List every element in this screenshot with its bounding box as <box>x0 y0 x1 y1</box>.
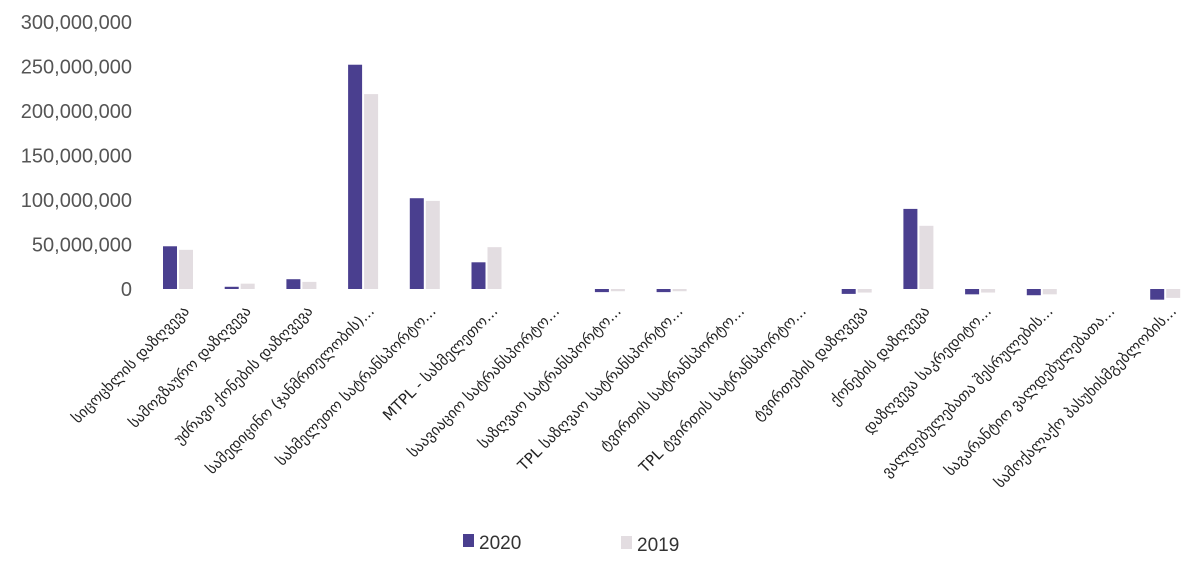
y-tick-label: 300,000,000 <box>21 12 132 34</box>
bar-2019 <box>1042 289 1057 295</box>
x-category-label: ტვირთების დაზღვევა <box>749 302 871 424</box>
bar-2019 <box>179 249 193 289</box>
legend-swatch-2020 <box>463 534 474 547</box>
bar-2019 <box>610 289 625 292</box>
x-category-label: სიცოცხლის დაზღვევა <box>68 302 193 427</box>
bar-2019 <box>364 94 379 289</box>
x-category-label: MTPL - სახმელეთო... <box>379 302 501 424</box>
bar-2019 <box>672 289 687 292</box>
legend-swatch-2019 <box>621 536 632 549</box>
bar-2020 <box>348 64 363 289</box>
bar-2020 <box>1026 289 1041 296</box>
bar-2020 <box>409 198 424 289</box>
bar-2020 <box>471 262 486 289</box>
y-axis: 300,000,000 250,000,000 200,000,000 150,000… <box>21 12 132 301</box>
y-tick-label: 150,000,000 <box>21 146 132 168</box>
bar-2020 <box>594 289 609 293</box>
bars <box>163 64 1181 300</box>
bar-2020 <box>903 208 918 289</box>
bar-2019 <box>487 247 502 289</box>
bar-2020 <box>1150 289 1165 300</box>
bar-2020 <box>841 289 856 294</box>
bar-2020 <box>286 279 301 289</box>
x-category-label: სამოგზაურო დაზღვევა <box>125 302 254 431</box>
bar-2020 <box>163 246 177 289</box>
bar-2019 <box>240 283 255 289</box>
bar-2019 <box>919 225 934 289</box>
bar-2019 <box>302 281 317 289</box>
y-tick-label: 250,000,000 <box>21 57 132 79</box>
bar-2019 <box>425 200 440 289</box>
legend: 2020 2019 <box>463 533 679 556</box>
x-category-label: დაზღვევა საკრედიტო... <box>860 302 995 437</box>
bar-2020 <box>224 286 239 289</box>
bar-2020 <box>965 289 980 295</box>
y-tick-label: 50,000,000 <box>32 235 132 257</box>
y-tick-label: 100,000,000 <box>21 190 132 212</box>
legend-label-2019: 2019 <box>637 535 679 556</box>
bar-2019 <box>981 289 996 293</box>
legend-label-2020: 2020 <box>479 533 521 554</box>
bar-2019 <box>1166 289 1181 298</box>
y-tick-label: 200,000,000 <box>21 101 132 123</box>
bar-2020 <box>656 289 671 293</box>
bar-2019 <box>857 289 872 293</box>
y-tick-label: 0 <box>121 279 132 301</box>
